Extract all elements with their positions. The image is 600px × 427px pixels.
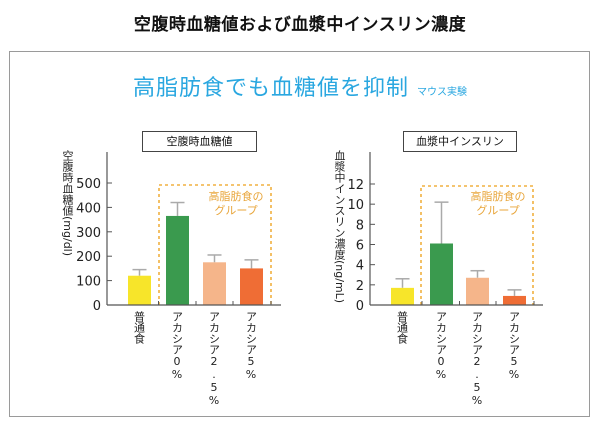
group-label-insulin: 高脂肪食の グループ [458, 190, 538, 218]
headline: 高脂肪食でも血糖値を抑制 マウス実験 [0, 70, 600, 102]
group-box [420, 185, 534, 305]
y-tick-label: 2 [356, 279, 364, 294]
group-label-line2: グループ [476, 204, 520, 217]
y-axis-label-glucose: 空腹時血糖値(mg/dl) [61, 150, 74, 257]
bar-アカシア5% [503, 295, 526, 305]
headline-main: 高脂肪食でも血糖値を抑制 [132, 76, 409, 101]
bar-アカシア0% [430, 243, 453, 305]
y-tick-label: 100 [76, 275, 101, 290]
y-axis-label-insulin: 血漿中インスリン濃度(ng/mL) [333, 150, 346, 304]
y-tick-label: 8 [356, 218, 364, 233]
y-tick-label: 6 [356, 239, 364, 254]
y-tick-label: 0 [93, 299, 101, 314]
x-tick-label: アカシア0% [434, 311, 448, 381]
y-tick-label: 300 [76, 226, 101, 241]
x-tick-label: 普通食 [132, 311, 146, 344]
bar-アカシア0% [166, 215, 189, 305]
bar-アカシア5% [240, 268, 263, 305]
x-tick-label: アカシア5% [244, 311, 258, 381]
y-tick-label: 200 [76, 250, 101, 265]
y-tick-label: 12 [347, 178, 364, 193]
bar-アカシア2.5% [203, 262, 226, 305]
bar-アカシア2.5% [466, 277, 489, 305]
bar-普通食 [391, 287, 414, 305]
chart-title-glucose: 空腹時血糖値 [142, 131, 257, 152]
x-tick-label: アカシア5% [507, 311, 521, 381]
x-tick-label: 普通食 [395, 311, 409, 344]
y-tick-label: 400 [76, 201, 101, 216]
group-label-glucose: 高脂肪食の グループ [196, 190, 276, 218]
y-tick-label: 500 [76, 177, 101, 192]
group-box [158, 184, 272, 305]
chart-title-insulin: 血漿中インスリン [403, 131, 517, 152]
x-tick-label: アカシア0% [170, 311, 184, 381]
x-tick-label: アカシア2.5% [470, 311, 484, 407]
group-label-line1: 高脂肪食の [470, 190, 526, 203]
headline-sub: マウス実験 [417, 87, 467, 98]
y-tick-label: 10 [347, 198, 364, 213]
group-label-line2: グループ [214, 204, 258, 217]
group-label-line1: 高脂肪食の [208, 190, 264, 203]
x-tick-label: アカシア2.5% [207, 311, 221, 407]
page-title: 空腹時血糖値および血漿中インスリン濃度 [133, 15, 467, 35]
y-tick-label: 4 [356, 259, 364, 274]
bar-普通食 [128, 275, 151, 305]
y-tick-label: 0 [356, 299, 364, 314]
figure-frame [9, 51, 590, 417]
